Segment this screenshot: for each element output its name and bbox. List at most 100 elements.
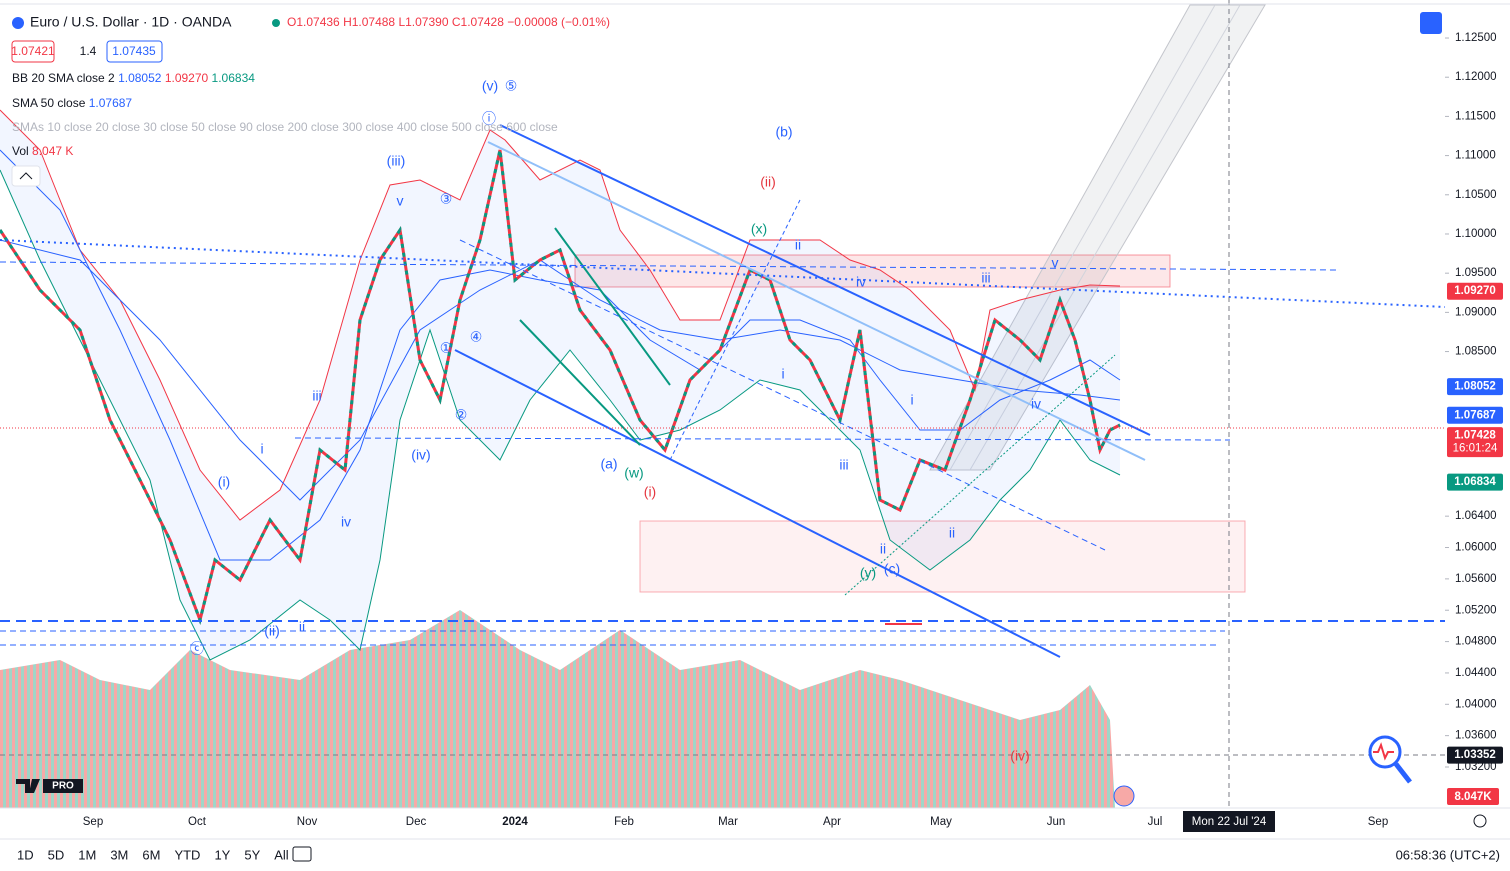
bb-upper [0, 109, 1121, 521]
magnifier-handle [1394, 762, 1412, 784]
price-tick-label: 1.12000 [1455, 71, 1497, 83]
wave-label: (w) [624, 465, 643, 481]
range-button[interactable]: 5Y [244, 847, 260, 862]
time-label: Dec [406, 816, 427, 828]
change: −0.00008 (−0.01%) [507, 15, 610, 29]
wave-label: (c) [884, 561, 900, 577]
price-badge [1447, 473, 1503, 491]
supply-zone [574, 254, 1171, 288]
wave-label: i [781, 366, 784, 382]
range-button[interactable]: YTD [174, 847, 200, 862]
wave-label: (i) [218, 474, 230, 490]
wave-label: iv [1031, 396, 1041, 412]
bid-box[interactable] [11, 40, 55, 63]
indicator-smas: SMAs 10 close 20 close 30 close 50 close… [12, 120, 558, 134]
price-tick-label: 1.09000 [1455, 306, 1497, 318]
market-status [272, 19, 280, 27]
volume-badge [1447, 788, 1499, 805]
channel-upper [499, 124, 1151, 436]
wave-label: iv [341, 514, 351, 530]
price-tick-label: 1.05600 [1455, 573, 1497, 585]
range-button[interactable]: 1D [17, 847, 34, 862]
pro-badge [43, 779, 83, 793]
volume-badge-label: 8.047K [1454, 791, 1492, 803]
wave-label: (y) [860, 565, 876, 581]
indicator-name: Vol [12, 144, 29, 158]
wave-label: i [910, 392, 913, 408]
bb-basis-value: 1.08052 [118, 71, 162, 85]
ask-box[interactable] [106, 40, 163, 63]
price-badge-label: 1.07687 [1454, 409, 1496, 421]
price-tick-label: 1.10500 [1455, 189, 1497, 201]
indicator-name: BB 20 SMA close 2 [12, 71, 115, 85]
wave-label: iii [312, 388, 321, 404]
ohlc: O1.07436 H1.07488 L1.07390 C1.07428 −0.0… [287, 15, 610, 29]
high: H1.07488 [343, 15, 395, 29]
ask[interactable]: 1.07435 [112, 44, 156, 58]
date-range-icon[interactable] [292, 846, 312, 862]
wave-label: ⓒ [190, 641, 204, 657]
price-tick-label: 1.09500 [1455, 267, 1497, 279]
time-label: May [930, 816, 952, 828]
time-label: Nov [297, 816, 318, 828]
range-button[interactable]: 1Y [214, 847, 230, 862]
price-badge-label: 1.03352 [1454, 749, 1496, 761]
sma-value: 1.07687 [89, 96, 133, 110]
wave-label: (b) [775, 124, 792, 140]
wave-label: (ii) [760, 174, 776, 190]
wave-label: ④ [470, 329, 483, 345]
price-badge [1447, 378, 1503, 396]
wave-label: ③ [440, 191, 453, 207]
wave-label: v [397, 193, 404, 209]
price-badge-label: 1.06834 [1454, 476, 1496, 488]
fib-line [949, 4, 1216, 471]
time-label: Apr [823, 816, 841, 828]
wave-label: iii [981, 270, 990, 286]
range-button[interactable]: All [274, 847, 289, 862]
time-label: Mar [718, 816, 738, 828]
low: L1.07390 [398, 15, 448, 29]
wave-label: (iv) [411, 447, 430, 463]
range-button[interactable]: 3M [110, 847, 128, 862]
time-label: Sep [1368, 816, 1388, 828]
price-tick-label: 1.03600 [1455, 730, 1497, 742]
indicator-sma: SMA 50 close 1.07687 [12, 96, 132, 110]
bb-lower-value: 1.06834 [212, 71, 256, 85]
price-badge-label: 1.08052 [1454, 381, 1496, 393]
symbol-title: Euro / U.S. Dollar · 1D · OANDA [30, 14, 232, 30]
time-label: Jul [1148, 816, 1163, 828]
price-badge [1447, 282, 1503, 300]
price-badge [1447, 427, 1503, 458]
time-label: 2024 [502, 816, 528, 828]
wave-label: ⑤ [505, 78, 518, 94]
close: C1.07428 [452, 15, 504, 29]
wedge-line [519, 319, 641, 446]
layout-button[interactable] [1420, 12, 1442, 34]
spread: 1.4 [80, 44, 97, 58]
price-badge [1447, 406, 1503, 424]
wave-label: ⓘ [482, 111, 496, 127]
wave-label: (iii) [387, 153, 406, 169]
price-tick-label: 1.04000 [1455, 698, 1497, 710]
collapse-button[interactable] [11, 165, 41, 187]
collapse-icon [19, 172, 33, 180]
flag-icon [1113, 785, 1135, 807]
wave-label: iv [856, 274, 866, 290]
price-candles-up [0, 149, 1121, 626]
wave-label: (v) [482, 78, 498, 94]
open: O1.07436 [287, 15, 340, 29]
range-button[interactable]: 1M [78, 847, 96, 862]
demand-zone [639, 520, 1246, 593]
range-button[interactable]: 5D [48, 847, 65, 862]
indicator-name: SMA 50 close [12, 96, 86, 110]
pro-text: PRO [52, 781, 74, 792]
trendline-dotted [844, 354, 1116, 596]
magnifier[interactable] [1368, 735, 1402, 769]
trendline-dotted [0, 239, 1446, 308]
settings-icon[interactable] [1473, 814, 1487, 828]
wave-label: (iv) [1010, 748, 1029, 764]
price-tick-label: 1.12500 [1455, 32, 1497, 44]
range-button[interactable]: 6M [142, 847, 160, 862]
bid[interactable]: 1.07421 [11, 44, 55, 58]
